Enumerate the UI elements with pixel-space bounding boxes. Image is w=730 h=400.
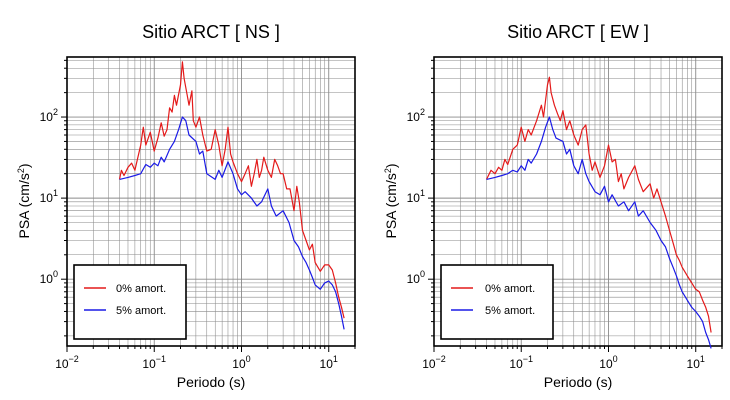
chart-panel-ew: Sitio ARCT [ EW ] 10−2 10−1 100 101 1001011… — [383, 22, 723, 390]
legend: 0% amort. 5% amort. — [73, 264, 187, 340]
chart-title: Sitio ARCT [ NS ] — [142, 22, 280, 42]
y-tick-label: 101 — [40, 188, 58, 205]
y-tick-label: 100 — [40, 269, 58, 286]
x-tick-label: 10−2 — [422, 354, 446, 371]
axis-ticks — [61, 59, 356, 352]
y-tick-label: 102 — [407, 107, 425, 124]
series-line-0pct — [118, 61, 345, 319]
y-tick-labels: 100 101 102 — [40, 107, 58, 286]
legend-label-1: 5% amort. — [485, 305, 535, 317]
x-axis-label: Periodo (s) — [544, 374, 612, 390]
legend-box — [73, 264, 187, 340]
series-line-5pct — [486, 116, 712, 349]
axis-ticks — [428, 59, 723, 352]
x-tick-label: 10−1 — [142, 354, 166, 371]
x-tick-label: 101 — [687, 354, 705, 371]
y-tick-label: 101 — [407, 188, 425, 205]
x-tick-labels: 10−2 10−1 100 101 — [422, 354, 705, 371]
x-tick-label: 10−2 — [55, 354, 79, 371]
grid-lines — [66, 57, 356, 346]
series-lines — [485, 76, 712, 349]
y-axis-label: PSA (cm/s2) — [16, 163, 32, 238]
series-line-5pct — [119, 116, 345, 330]
x-tick-label: 10−1 — [509, 354, 533, 371]
x-axis-label: Periodo (s) — [177, 374, 245, 390]
y-axis-label: PSA (cm/s2) — [383, 163, 399, 238]
chart-title: Sitio ARCT [ EW ] — [507, 22, 649, 42]
series-lines — [118, 61, 345, 330]
legend-label-1: 5% amort. — [116, 305, 166, 317]
y-tick-label: 102 — [40, 107, 58, 124]
chart-panel-ns: Sitio ARCT [ NS ] 10−2 10−1 100 101 1001011… — [16, 22, 356, 390]
x-tick-label: 100 — [232, 354, 250, 371]
x-tick-labels: 10−2 10−1 100 101 — [55, 354, 338, 371]
y-tick-label: 100 — [407, 269, 425, 286]
legend-box — [440, 264, 554, 340]
x-tick-label: 100 — [599, 354, 617, 371]
x-tick-label: 101 — [320, 354, 338, 371]
series-line-0pct — [485, 76, 712, 333]
y-tick-labels: 100 101 102 — [407, 107, 425, 286]
legend: 0% amort. 5% amort. — [440, 264, 554, 340]
legend-label-0: 0% amort. — [485, 283, 535, 295]
legend-label-0: 0% amort. — [116, 283, 166, 295]
